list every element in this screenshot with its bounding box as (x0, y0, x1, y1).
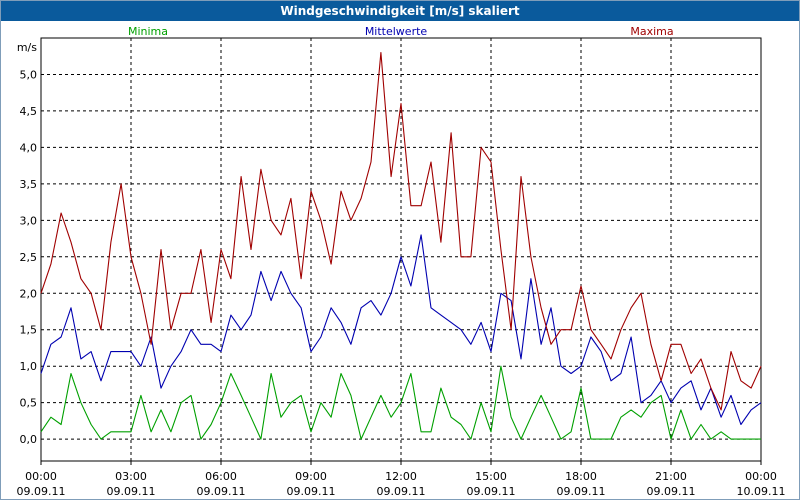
x-tick-date-label: 09.09.11 (377, 485, 426, 498)
y-tick-label: 4,0 (20, 141, 38, 154)
x-tick-date-label: 09.09.11 (557, 485, 606, 498)
x-tick-time-label: 00:00 (25, 470, 57, 483)
window-title: Windgeschwindigkeit [m/s] skaliert (1, 1, 799, 21)
x-tick-time-label: 09:00 (295, 470, 327, 483)
x-tick-date-label: 10.09.11 (737, 485, 786, 498)
series-line-minima (40, 365, 761, 440)
x-tick-date-label: 09.09.11 (197, 485, 246, 498)
legend-minima: Minima (128, 25, 168, 38)
x-tick-time-label: 21:00 (655, 470, 687, 483)
y-tick-label: 2,0 (20, 287, 38, 300)
y-tick-label: 2,5 (20, 251, 38, 264)
x-tick-time-label: 03:00 (115, 470, 147, 483)
y-tick-label: 1,5 (20, 324, 38, 337)
y-tick-label: 3,5 (20, 178, 38, 191)
x-tick-date-label: 09.09.11 (107, 485, 156, 498)
y-tick-label: 0,5 (20, 397, 38, 410)
x-tick-time-label: 15:00 (475, 470, 507, 483)
x-tick-time-label: 00:00 (745, 470, 777, 483)
y-tick-label: 4,5 (20, 105, 38, 118)
y-tick-label: 1,0 (20, 360, 38, 373)
x-tick-date-label: 09.09.11 (647, 485, 696, 498)
y-tick-label: 5,0 (20, 68, 38, 81)
x-tick-date-label: 09.09.11 (17, 485, 66, 498)
legend-mittelwerte: Mittelwerte (365, 25, 428, 38)
x-tick-time-label: 18:00 (565, 470, 597, 483)
series-line-maxima (40, 52, 762, 411)
y-axis-label: m/s (17, 41, 37, 54)
x-tick-date-label: 09.09.11 (287, 485, 336, 498)
y-tick-label: 0,0 (20, 433, 38, 446)
x-tick-date-label: 09.09.11 (467, 485, 516, 498)
x-tick-time-label: 06:00 (205, 470, 237, 483)
x-tick-time-label: 12:00 (385, 470, 417, 483)
legend-maxima: Maxima (630, 25, 673, 38)
y-tick-label: 3,0 (20, 214, 38, 227)
series-line-mittelwerte (40, 234, 762, 426)
